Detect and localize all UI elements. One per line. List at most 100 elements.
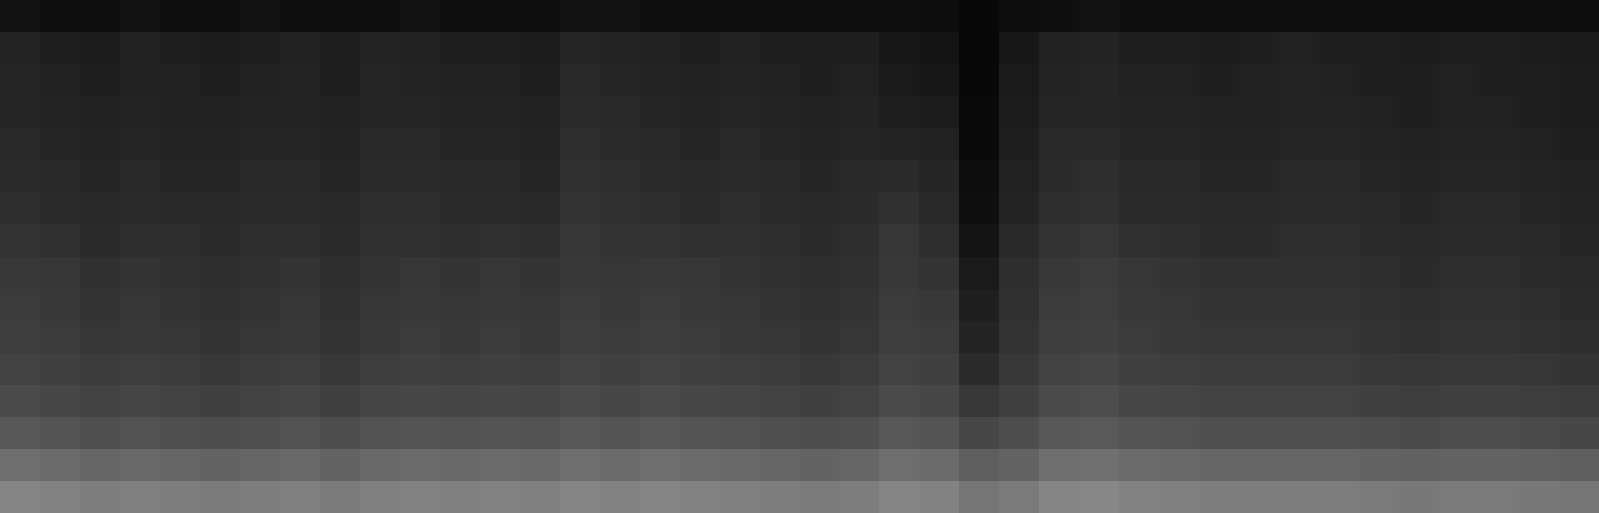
cell — [680, 417, 720, 450]
cell — [600, 449, 640, 482]
cell — [879, 289, 919, 322]
cell — [760, 192, 800, 225]
cell — [280, 160, 320, 193]
cell — [120, 385, 160, 418]
cell — [1479, 449, 1519, 482]
cell — [640, 353, 680, 386]
cell — [480, 64, 520, 97]
cell — [1039, 289, 1079, 322]
cell — [1439, 224, 1479, 257]
cell — [520, 481, 560, 513]
cell — [40, 481, 80, 513]
cell — [0, 224, 40, 257]
cell — [1279, 481, 1319, 513]
cell — [1319, 385, 1359, 418]
cell — [560, 417, 600, 450]
cell — [1279, 449, 1319, 482]
cells — [0, 0, 1599, 513]
cell — [40, 224, 80, 257]
cell — [1479, 192, 1519, 225]
cell — [839, 385, 879, 418]
cell — [1039, 64, 1079, 97]
cell — [1239, 353, 1279, 386]
cell — [640, 64, 680, 97]
cell — [160, 128, 200, 161]
cell — [999, 449, 1039, 482]
cell — [400, 224, 440, 257]
cell — [1079, 128, 1119, 161]
cell — [839, 481, 879, 513]
cell — [1119, 192, 1159, 225]
cell — [0, 96, 40, 129]
cell — [1279, 257, 1319, 290]
cell — [320, 449, 360, 482]
cell — [1119, 0, 1159, 33]
cell — [320, 385, 360, 418]
cell — [1039, 385, 1079, 418]
cell — [720, 257, 760, 290]
cell — [1079, 257, 1119, 290]
cell — [640, 192, 680, 225]
cell — [1519, 32, 1559, 65]
cell — [879, 192, 919, 225]
cell — [760, 128, 800, 161]
cell — [0, 160, 40, 193]
cell — [680, 0, 720, 33]
cell — [1239, 449, 1279, 482]
cell — [879, 128, 919, 161]
cell — [999, 257, 1039, 290]
cell — [680, 257, 720, 290]
cell — [1399, 417, 1439, 450]
cell — [1559, 64, 1599, 97]
cell — [320, 0, 360, 33]
cell — [1239, 257, 1279, 290]
cell — [999, 417, 1039, 450]
cell — [120, 0, 160, 33]
cell — [600, 257, 640, 290]
cell — [1199, 32, 1239, 65]
cell — [1559, 385, 1599, 418]
cell — [80, 160, 120, 193]
cell — [879, 449, 919, 482]
cell — [1119, 481, 1159, 513]
cell — [1439, 32, 1479, 65]
cell — [1359, 96, 1399, 129]
cell — [800, 224, 840, 257]
cell — [1039, 257, 1079, 290]
cell — [240, 353, 280, 386]
cell — [520, 192, 560, 225]
cell — [160, 160, 200, 193]
cell — [240, 128, 280, 161]
cell — [640, 32, 680, 65]
cell — [1279, 289, 1319, 322]
cell — [200, 289, 240, 322]
cell — [760, 96, 800, 129]
cell — [360, 96, 400, 129]
cell — [440, 224, 480, 257]
cell — [1479, 0, 1519, 33]
cell — [720, 32, 760, 65]
cell — [959, 321, 999, 354]
cell — [560, 0, 600, 33]
cell — [0, 0, 40, 33]
cell — [919, 321, 959, 354]
cell — [360, 0, 400, 33]
cell — [640, 449, 680, 482]
cell — [1519, 64, 1559, 97]
cell — [999, 128, 1039, 161]
cell — [919, 0, 959, 33]
cell — [1439, 385, 1479, 418]
cell — [440, 353, 480, 386]
cell — [560, 481, 600, 513]
cell — [1039, 353, 1079, 386]
cell — [440, 64, 480, 97]
cell — [0, 32, 40, 65]
cell — [1319, 353, 1359, 386]
cell — [1159, 160, 1199, 193]
cell — [999, 64, 1039, 97]
cell — [1159, 481, 1199, 513]
cell — [640, 481, 680, 513]
cell — [40, 321, 80, 354]
cell — [1559, 321, 1599, 354]
cell — [1039, 128, 1079, 161]
